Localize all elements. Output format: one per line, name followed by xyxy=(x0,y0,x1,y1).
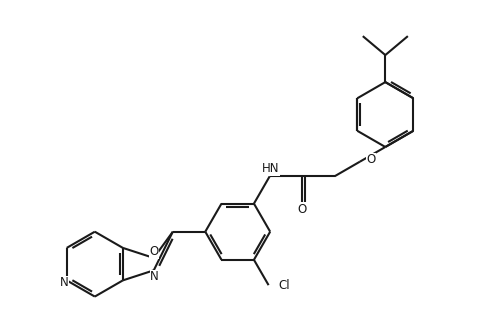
Text: HN: HN xyxy=(261,162,279,175)
Text: N: N xyxy=(150,270,159,283)
Text: O: O xyxy=(366,153,376,166)
Text: O: O xyxy=(149,245,158,258)
Text: N: N xyxy=(60,276,69,289)
Text: O: O xyxy=(297,203,307,216)
Text: Cl: Cl xyxy=(279,279,290,292)
